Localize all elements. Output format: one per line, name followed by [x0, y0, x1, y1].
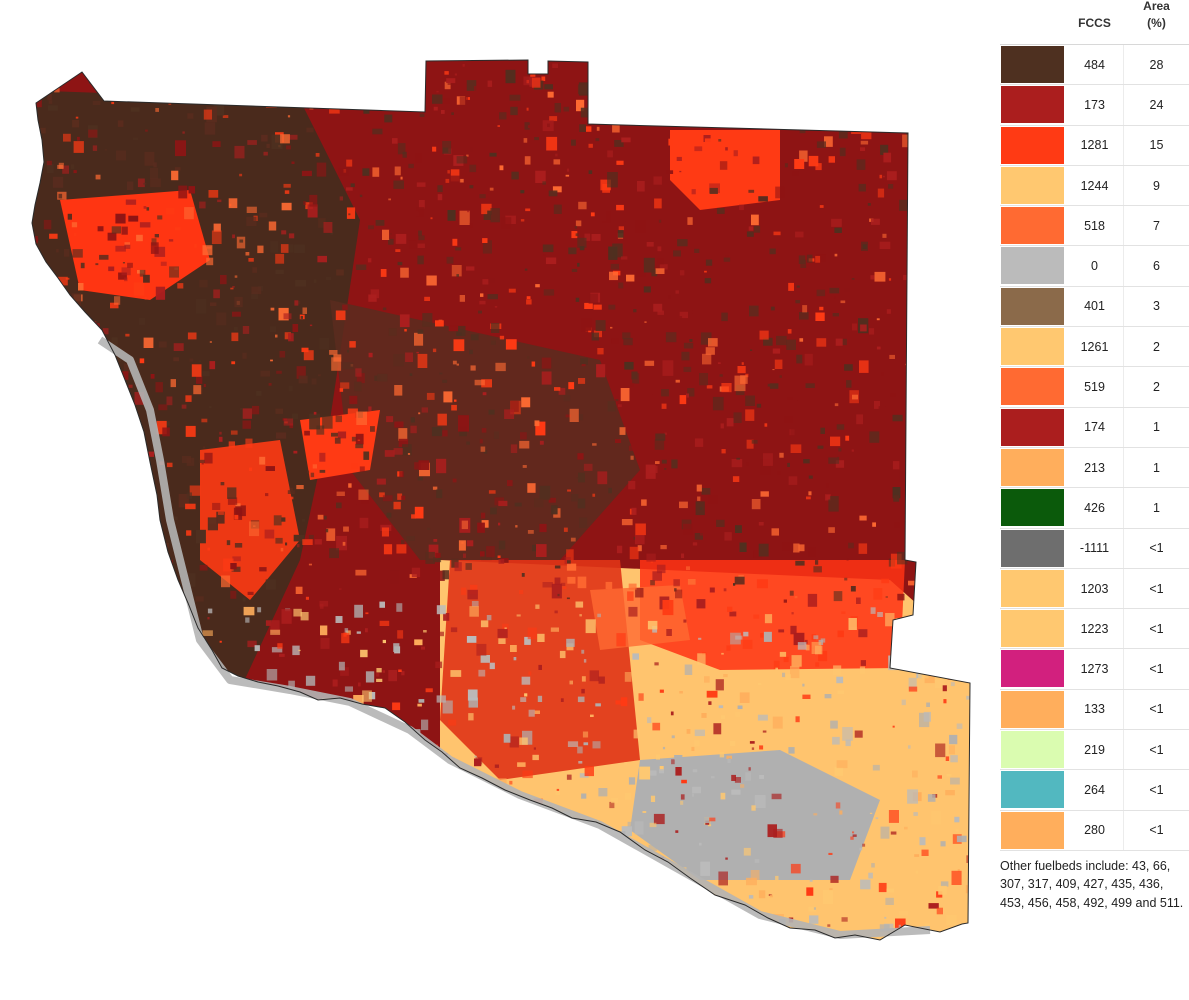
legend-swatch [1001, 287, 1064, 325]
legend-table: 484 28 173 24 1281 15 1244 9 518 7 0 6 401 3 1261 2 519 2… [1000, 44, 1189, 851]
legend-fccs-value: 1281 [1066, 125, 1124, 165]
legend-swatch [1001, 448, 1064, 486]
legend-fccs-value: 133 [1066, 689, 1124, 730]
legend-fccs-value: 1223 [1066, 609, 1124, 649]
legend-swatch [1001, 126, 1064, 164]
legend-fccs-value: 1244 [1066, 165, 1124, 206]
legend-swatch [1001, 328, 1064, 366]
southeast-red-zone [640, 560, 905, 670]
legend-area-value: 1 [1153, 500, 1160, 515]
legend-row: 219 <1 [1000, 730, 1189, 771]
legend-area-value: <1 [1149, 621, 1164, 636]
legend-area-value: 2 [1153, 339, 1160, 354]
legend-area-value: <1 [1149, 823, 1164, 838]
legend-fccs-value: 173 [1066, 85, 1124, 125]
legend-row: 1244 9 [1000, 165, 1189, 207]
legend-row: 1203 <1 [1000, 568, 1189, 610]
legend-swatch [1001, 408, 1064, 446]
legend-row: 426 1 [1000, 488, 1189, 529]
legend-area-value: <1 [1149, 662, 1164, 677]
legend-area-value: 1 [1153, 420, 1160, 435]
legend-fccs-value: 426 [1066, 488, 1124, 528]
legend-row: 1273 <1 [1000, 649, 1189, 690]
legend-row: 213 1 [1000, 447, 1189, 489]
legend-swatch [1001, 368, 1064, 406]
legend-row: -1111 <1 [1000, 528, 1189, 569]
legend-fccs-value: 1203 [1066, 568, 1124, 609]
legend-area-value: <1 [1149, 742, 1164, 757]
legend-note: Other fuelbeds include: 43, 66, 307, 317… [1000, 858, 1184, 910]
area-header-line1: Area [1143, 0, 1170, 13]
legend-area-value: 28 [1149, 57, 1164, 72]
legend-swatch [1001, 166, 1064, 204]
legend-area-value: 24 [1149, 97, 1164, 112]
river-edge [97, 336, 931, 939]
legend-area-value: 3 [1153, 299, 1160, 314]
legend-row: 133 <1 [1000, 689, 1189, 731]
legend-row: 484 28 [1000, 45, 1189, 86]
legend-swatch [1001, 247, 1064, 285]
legend-swatch [1001, 811, 1064, 849]
legend-area-value: 7 [1153, 218, 1160, 233]
legend-fccs-value: 401 [1066, 286, 1124, 327]
developed-area-east [630, 750, 880, 880]
legend-swatch [1001, 489, 1064, 527]
legend-row: 264 <1 [1000, 770, 1189, 811]
legend-swatch [1001, 207, 1064, 245]
legend-row: 173 24 [1000, 85, 1189, 126]
legend-swatch [1001, 610, 1064, 648]
legend-fccs-value: 518 [1066, 206, 1124, 246]
legend-fccs-value: 280 [1066, 810, 1124, 850]
legend-area-value: 15 [1149, 138, 1164, 153]
legend-swatch [1001, 569, 1064, 607]
legend-row: 519 2 [1000, 367, 1189, 408]
legend-fccs-value: 484 [1066, 45, 1124, 85]
area-column-header: Area (%) [1124, 0, 1189, 32]
legend-swatch [1001, 771, 1064, 809]
legend-fccs-value: 219 [1066, 730, 1124, 770]
legend-row: 1223 <1 [1000, 609, 1189, 650]
legend-area-value: <1 [1149, 581, 1164, 596]
area-header-line2: (%) [1147, 16, 1166, 30]
legend-fccs-value: -1111 [1066, 528, 1124, 568]
legend-header: FCCS Area (%) [1000, 0, 1189, 44]
legend-area-value: 9 [1153, 178, 1160, 193]
legend-row: 518 7 [1000, 206, 1189, 247]
legend-swatch [1001, 731, 1064, 769]
legend-fccs-value: 0 [1066, 246, 1124, 286]
fccs-column-header: FCCS [1078, 16, 1111, 30]
legend-area-value: 6 [1153, 259, 1160, 274]
legend-area-value: <1 [1149, 782, 1164, 797]
legend-area-value: <1 [1149, 702, 1164, 717]
legend-area-value: <1 [1149, 541, 1164, 556]
legend-area-value: 1 [1153, 460, 1160, 475]
map-canvas [31, 59, 971, 941]
legend-swatch [1001, 529, 1064, 567]
legend-swatch [1001, 690, 1064, 728]
legend-row: 1261 2 [1000, 327, 1189, 368]
legend-swatch [1001, 86, 1064, 124]
legend-fccs-value: 174 [1066, 407, 1124, 447]
legend-fccs-value: 264 [1066, 770, 1124, 810]
legend-fccs-value: 1261 [1066, 327, 1124, 367]
fuelbed-map [31, 59, 971, 941]
legend-row: 401 3 [1000, 286, 1189, 328]
legend: FCCS Area (%) 484 28 173 24 1281 15 1244 9 518 7 0… [1000, 0, 1189, 912]
legend-row: 280 <1 [1000, 810, 1189, 851]
legend-fccs-value: 519 [1066, 367, 1124, 407]
legend-fccs-value: 1273 [1066, 649, 1124, 689]
legend-swatch [1001, 650, 1064, 688]
legend-row: 174 1 [1000, 407, 1189, 448]
legend-area-value: 2 [1153, 380, 1160, 395]
legend-swatch [1001, 46, 1064, 83]
legend-fccs-value: 213 [1066, 447, 1124, 488]
legend-row: 1281 15 [1000, 125, 1189, 166]
